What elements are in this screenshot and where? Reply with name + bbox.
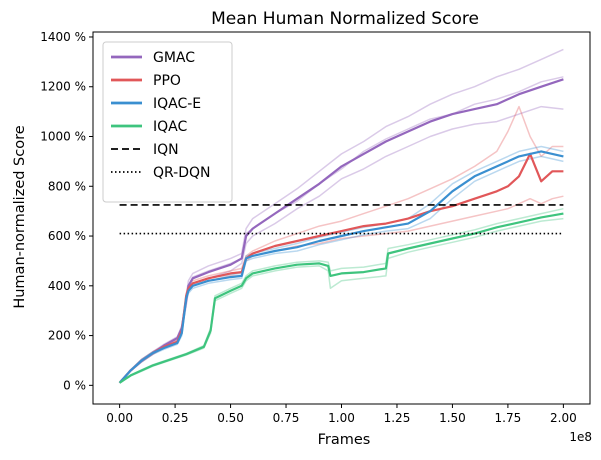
legend-label-iqac-e: IQAC-E bbox=[153, 96, 201, 112]
x-tick-label: 1.25 bbox=[384, 411, 411, 425]
x-tick-label: 0.50 bbox=[217, 411, 244, 425]
plot-area bbox=[118, 48, 564, 384]
legend-label-iqn: IQN bbox=[153, 142, 179, 158]
iqac-e-line bbox=[118, 150, 564, 384]
x-tick-label: 2.00 bbox=[550, 411, 577, 425]
y-tick-label: 1000 % bbox=[40, 130, 86, 144]
iqac-e-run-2 bbox=[119, 155, 564, 384]
chart-title: Mean Human Normalized Score bbox=[211, 9, 479, 29]
mean-lines bbox=[118, 78, 564, 384]
x-offset-label: 1e8 bbox=[569, 430, 592, 444]
x-tick-label: 0.00 bbox=[106, 411, 133, 425]
y-tick-label: 1400 % bbox=[40, 30, 86, 44]
y-tick-label: 200 % bbox=[48, 329, 86, 343]
legend: GMAC PPO IQAC-E IQAC IQN QR-DQN bbox=[102, 41, 233, 203]
y-axis-ticks: 0 % 200 % 400 % 600 % 800 % 1000 % 1200 % 1400 … bbox=[40, 30, 93, 392]
legend-label-ppo: PPO bbox=[153, 73, 181, 89]
x-tick-label: 1.00 bbox=[328, 411, 355, 425]
x-tick-label: 0.75 bbox=[273, 411, 300, 425]
legend-label-iqac: IQAC bbox=[153, 119, 187, 135]
legend-label-gmac: GMAC bbox=[153, 50, 195, 66]
gmac-run-1 bbox=[119, 48, 564, 384]
gmac-line bbox=[118, 78, 564, 384]
y-tick-label: 400 % bbox=[48, 279, 86, 293]
x-axis-ticks: 0.00 0.25 0.50 0.75 1.00 1.25 1.50 1.75 2.00 bbox=[106, 404, 577, 425]
y-tick-label: 600 % bbox=[48, 229, 86, 243]
x-tick-label: 1.50 bbox=[439, 411, 466, 425]
legend-label-qr-dqn: QR-DQN bbox=[153, 165, 211, 181]
legend-box bbox=[102, 41, 233, 203]
y-axis-label: Human-normalized Score bbox=[12, 125, 28, 308]
x-tick-label: 1.75 bbox=[495, 411, 522, 425]
x-axis-label: Frames bbox=[318, 432, 371, 448]
legend-items: GMAC PPO IQAC-E IQAC IQN QR-DQN bbox=[111, 50, 211, 181]
y-tick-label: 1200 % bbox=[40, 80, 86, 94]
iqac-line bbox=[118, 212, 564, 384]
y-tick-label: 0 % bbox=[63, 378, 86, 392]
x-tick-label: 0.25 bbox=[162, 411, 189, 425]
y-tick-label: 800 % bbox=[48, 179, 86, 193]
